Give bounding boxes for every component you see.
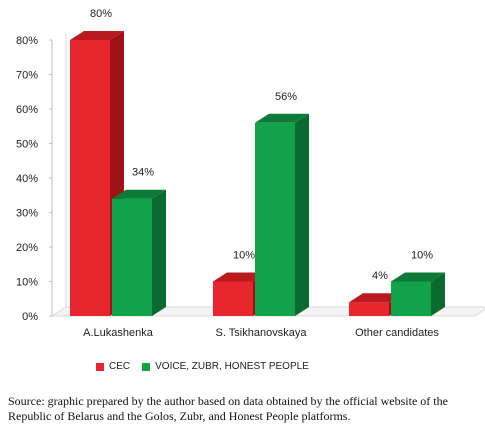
legend-label-cec: CEC <box>109 361 131 372</box>
bar-top-voice-1 <box>255 113 309 123</box>
legend-swatch-voice <box>142 362 151 371</box>
data-label-cec-1: 10% <box>233 250 255 262</box>
bar-cec-2 <box>349 302 389 316</box>
data-label-voice-2: 10% <box>411 250 433 262</box>
legend-item-cec: CEC <box>96 361 130 372</box>
y-tick-label: 10% <box>16 277 38 289</box>
bar-top-cec-0 <box>70 31 124 40</box>
y-tick-label: 0% <box>22 311 38 323</box>
chart-legend: CEC VOICE, ZUBR, HONEST PEOPLE <box>96 361 309 372</box>
legend-label-voice: VOICE, ZUBR, HONEST PEOPLE <box>155 361 309 372</box>
bar-top-voice-2 <box>391 272 445 282</box>
legend-item-voice: VOICE, ZUBR, HONEST PEOPLE <box>142 361 309 372</box>
legend-swatch-cec <box>96 362 104 371</box>
data-label-cec-2: 4% <box>372 270 388 282</box>
data-label-voice-0: 34% <box>132 167 154 179</box>
y-tick-label: 30% <box>16 208 38 220</box>
y-tick-label: 50% <box>16 139 38 151</box>
bar-voice-2 <box>391 281 431 316</box>
bar-voice-1 <box>255 122 295 316</box>
bar-top-voice-0 <box>112 189 166 199</box>
category-label-1: S. Tsikhanovskaya <box>216 327 308 339</box>
bar-top-cec-2 <box>349 293 403 303</box>
chart-bars <box>70 31 445 316</box>
category-label-2: Other candidates <box>355 327 439 339</box>
data-label-cec-0: 80% <box>90 8 112 20</box>
bar-side-voice-0 <box>152 189 166 316</box>
figure-caption: Source: graphic prepared by the author b… <box>8 394 448 423</box>
y-tick-label: 60% <box>16 104 38 116</box>
bar-chart: 0% 10% 20% 30% 40% 50% 60% 70% 80% 80% 34% A.Lukas… <box>16 8 485 339</box>
category-label-0: A.Lukashenka <box>83 327 154 339</box>
bar-side-voice-2 <box>431 272 445 316</box>
bar-cec-1 <box>213 281 253 316</box>
bar-top-cec-1 <box>213 272 267 282</box>
chart-labels: 80% 34% A.Lukashenka 10% 56% S. Tsikhanovskay… <box>83 8 439 339</box>
bar-cec-0 <box>70 40 110 316</box>
y-tick-label: 80% <box>16 35 38 47</box>
data-label-voice-1: 56% <box>275 91 297 103</box>
y-tick-label: 70% <box>16 70 38 82</box>
bar-side-voice-1 <box>295 113 309 316</box>
bar-voice-0 <box>112 198 152 316</box>
y-tick-label: 20% <box>16 242 38 254</box>
y-tick-label: 40% <box>16 173 38 185</box>
